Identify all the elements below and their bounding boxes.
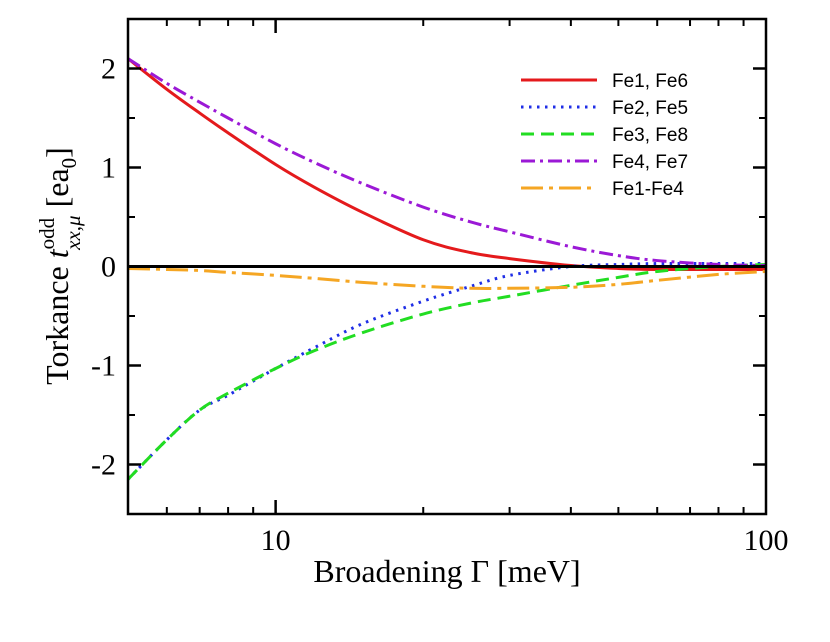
legend-label-fe1-fe4: Fe1-Fe4 [612, 179, 684, 200]
y-tick-label: 1 [101, 152, 116, 185]
x-tick-label: 10 [261, 524, 291, 557]
legend-label-fe1-fe6: Fe1, Fe6 [612, 71, 688, 92]
legend-label-fe4-fe7: Fe4, Fe7 [612, 152, 688, 173]
series-line-fe3-fe8 [128, 263, 766, 481]
y-tick-label: 0 [101, 251, 116, 284]
x-tick-label: 100 [744, 524, 789, 557]
y-axis-title: Torkance toddxx,μ [ea0] [35, 147, 85, 385]
series-line-fe1-fe6 [128, 57, 766, 272]
plot-frame [126, 17, 768, 516]
legend: Fe1, Fe6 Fe2, Fe5 Fe3, Fe8 Fe4, Fe7 Fe1-Fe4 [521, 71, 688, 200]
legend-label-fe3-fe8: Fe3, Fe8 [612, 125, 688, 146]
series-line-fe2-fe5 [128, 261, 766, 481]
y-tick-label: -2 [91, 449, 116, 482]
series-line-fe4-fe7 [128, 57, 766, 268]
x-axis-title: Broadening Γ [meV] [313, 553, 580, 589]
series-line-fe1-fe4 [128, 266, 766, 290]
y-tick-label: -1 [91, 350, 116, 383]
legend-label-fe2-fe5: Fe2, Fe5 [612, 98, 688, 119]
y-tick-label: 2 [101, 53, 116, 86]
